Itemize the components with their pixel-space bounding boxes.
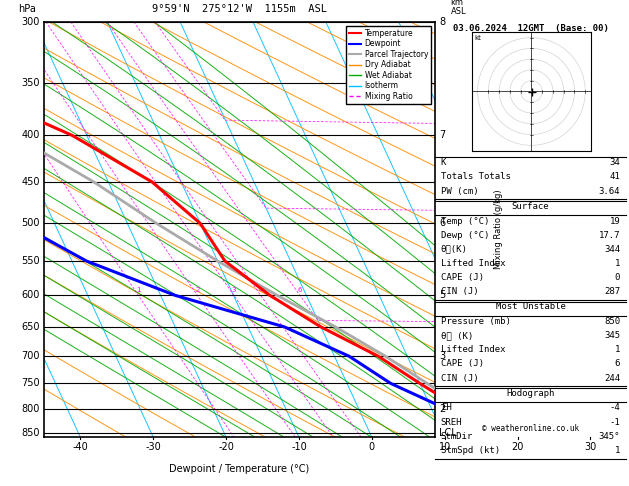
Text: SREH: SREH	[441, 417, 462, 427]
Text: 30: 30	[584, 442, 597, 452]
Text: 750: 750	[21, 379, 40, 388]
Text: Hodograph: Hodograph	[506, 389, 555, 398]
Text: Dewpoint / Temperature (°C): Dewpoint / Temperature (°C)	[169, 465, 309, 474]
Text: 800: 800	[21, 404, 40, 414]
Text: 550: 550	[21, 256, 40, 266]
Text: 400: 400	[21, 130, 40, 140]
Text: 850: 850	[604, 317, 620, 326]
Text: Totals Totals: Totals Totals	[441, 173, 511, 181]
Text: 1: 1	[615, 346, 620, 354]
Text: 6: 6	[439, 218, 445, 228]
Text: CAPE (J): CAPE (J)	[441, 273, 484, 282]
Text: PW (cm): PW (cm)	[441, 187, 479, 195]
Text: 8: 8	[439, 17, 445, 27]
Text: 1: 1	[615, 259, 620, 268]
Text: 345: 345	[604, 331, 620, 340]
Text: 450: 450	[21, 177, 40, 187]
Text: Temp (°C): Temp (°C)	[441, 216, 489, 226]
Text: -10: -10	[291, 442, 307, 452]
Text: Lifted Index: Lifted Index	[441, 259, 505, 268]
Text: CIN (J): CIN (J)	[441, 287, 479, 296]
Text: 287: 287	[604, 287, 620, 296]
Text: 700: 700	[21, 351, 40, 361]
Text: 1: 1	[136, 287, 141, 293]
Text: Surface: Surface	[511, 202, 549, 211]
Text: 850: 850	[21, 428, 40, 438]
Text: θᴇ(K): θᴇ(K)	[441, 245, 468, 254]
Text: 10: 10	[438, 442, 451, 452]
Text: 5: 5	[439, 290, 445, 300]
Text: 3.64: 3.64	[599, 187, 620, 195]
Text: Most Unstable: Most Unstable	[496, 302, 565, 312]
Text: 4: 4	[259, 287, 263, 293]
Text: 19: 19	[610, 216, 620, 226]
Text: 2: 2	[439, 404, 445, 414]
Text: -40: -40	[72, 442, 88, 452]
Text: -30: -30	[145, 442, 161, 452]
Text: 7: 7	[439, 130, 445, 140]
Text: Pressure (mb): Pressure (mb)	[441, 317, 511, 326]
Text: 41: 41	[610, 173, 620, 181]
Text: 600: 600	[21, 290, 40, 300]
Text: 0: 0	[369, 442, 375, 452]
Text: 3: 3	[439, 351, 445, 361]
Text: 2: 2	[195, 287, 199, 293]
Text: 350: 350	[21, 78, 40, 87]
Text: Mixing Ratio (g/kg): Mixing Ratio (g/kg)	[494, 190, 503, 269]
Text: θᴇ (K): θᴇ (K)	[441, 331, 473, 340]
Text: -1: -1	[610, 417, 620, 427]
Text: km
ASL: km ASL	[451, 0, 466, 16]
Text: 17.7: 17.7	[599, 231, 620, 240]
Text: -4: -4	[610, 403, 620, 413]
Text: 3: 3	[231, 287, 236, 293]
Text: 34: 34	[610, 158, 620, 167]
Text: CIN (J): CIN (J)	[441, 374, 479, 382]
Text: © weatheronline.co.uk: © weatheronline.co.uk	[482, 424, 579, 433]
Text: CAPE (J): CAPE (J)	[441, 360, 484, 368]
Text: -20: -20	[218, 442, 234, 452]
Text: Lifted Index: Lifted Index	[441, 346, 505, 354]
Text: 344: 344	[604, 245, 620, 254]
Text: K: K	[441, 158, 446, 167]
Text: hPa: hPa	[19, 3, 36, 14]
Text: 9°59'N  275°12'W  1155m  ASL: 9°59'N 275°12'W 1155m ASL	[152, 3, 327, 14]
Text: 6: 6	[615, 360, 620, 368]
Text: 345°: 345°	[599, 432, 620, 441]
Text: 244: 244	[604, 374, 620, 382]
Legend: Temperature, Dewpoint, Parcel Trajectory, Dry Adiabat, Wet Adiabat, Isotherm, Mi: Temperature, Dewpoint, Parcel Trajectory…	[347, 26, 431, 104]
Text: 650: 650	[21, 322, 40, 332]
Text: 6: 6	[298, 287, 302, 293]
Text: EH: EH	[441, 403, 452, 413]
Text: 0: 0	[615, 273, 620, 282]
Text: 300: 300	[21, 17, 40, 27]
Text: 500: 500	[21, 218, 40, 228]
Text: 1: 1	[615, 446, 620, 455]
Text: LCL: LCL	[439, 428, 457, 438]
Text: Dewp (°C): Dewp (°C)	[441, 231, 489, 240]
Text: 20: 20	[511, 442, 524, 452]
Text: StmSpd (kt): StmSpd (kt)	[441, 446, 500, 455]
Text: StmDir: StmDir	[441, 432, 473, 441]
Text: 03.06.2024  12GMT  (Base: 00): 03.06.2024 12GMT (Base: 00)	[452, 24, 608, 33]
